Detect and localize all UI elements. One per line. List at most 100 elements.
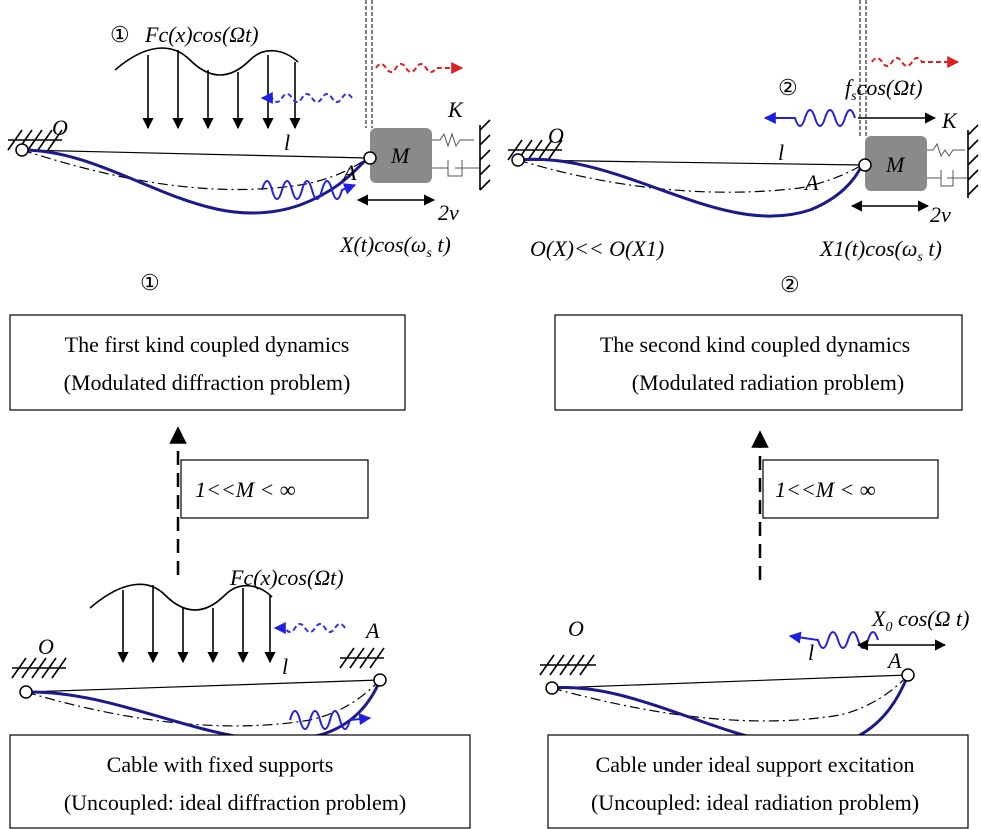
wall <box>7 129 63 151</box>
box <box>554 314 963 411</box>
bottom-left-panel: Fc(x)cos(Ωt) O l A <box>11 565 387 742</box>
order-label: O(X)<< O(X1) <box>530 236 664 261</box>
text: X1(t)cos(ω <box>819 236 917 261</box>
subscript: 0 <box>885 620 892 635</box>
cable <box>21 148 370 215</box>
condition: 1<<M < ∞ <box>195 477 296 502</box>
text: f <box>845 75 854 100</box>
spring-label: K <box>447 97 464 122</box>
box <box>9 734 471 829</box>
caption-marker: ② <box>780 272 800 297</box>
box <box>180 459 369 519</box>
spring-damper <box>432 132 479 177</box>
pin <box>363 151 377 165</box>
load-curve <box>89 583 273 611</box>
pin <box>373 673 387 687</box>
pin <box>511 153 525 167</box>
chord <box>25 679 381 693</box>
condition: 1<<M < ∞ <box>775 477 876 502</box>
mass <box>865 136 927 191</box>
wall <box>11 657 67 679</box>
marker: ① <box>110 22 130 47</box>
end-label: A <box>341 160 357 185</box>
load-label: Fc(x)cos(Ωt) <box>229 565 344 590</box>
pin <box>901 668 915 682</box>
wall <box>339 647 385 669</box>
box-line: Cable with fixed supports <box>107 752 334 777</box>
top-left-panel: ① Fc(x)cos(Ωt) O l A M K 2v X(t)cos(ωs t… <box>7 0 491 295</box>
box-line: (Modulated radiation problem) <box>632 370 904 395</box>
amplitude-label: 2v <box>930 202 951 227</box>
wall <box>479 119 491 191</box>
load-label: Fc(x)cos(Ωt) <box>144 22 259 47</box>
support-label: O <box>568 616 584 641</box>
wall <box>967 124 979 198</box>
scattered-wave <box>289 710 372 730</box>
end-label: A <box>364 618 380 643</box>
box-line: (Uncoupled: ideal radiation problem) <box>591 790 919 815</box>
excitation-label: X0 cos(Ω t) <box>871 606 969 635</box>
amplitude-label: 2v <box>438 200 459 225</box>
far-wave <box>871 56 960 68</box>
subscript: s <box>851 89 857 104</box>
pin <box>858 158 872 172</box>
length-label: l <box>284 130 290 155</box>
box-line: Cable under ideal support excitation <box>596 752 915 777</box>
box <box>547 734 969 829</box>
cable <box>517 157 864 218</box>
radiated-wave <box>763 109 856 127</box>
text: t) <box>923 236 942 261</box>
mass <box>370 128 432 183</box>
static-profile <box>21 149 369 191</box>
length-label: l <box>282 654 288 679</box>
chord <box>551 674 909 689</box>
box <box>762 459 939 519</box>
chord <box>517 159 863 166</box>
text: X(t)cos(ω <box>339 232 426 257</box>
text: X <box>871 606 887 631</box>
pin <box>545 681 559 695</box>
response-label: X1(t)cos(ωs t) <box>819 236 942 265</box>
box-line: The first kind coupled dynamics <box>65 332 350 357</box>
mass-label: M <box>885 152 906 177</box>
load-arrows <box>117 585 276 664</box>
incident-wave <box>273 622 346 634</box>
caption-marker: ① <box>140 270 160 295</box>
length-label: l <box>778 140 784 165</box>
response-label: X(t)cos(ωs t) <box>339 232 451 261</box>
box-line: (Uncoupled: ideal diffraction problem) <box>64 790 406 815</box>
spring-damper <box>927 142 967 187</box>
pin <box>15 143 29 157</box>
text: t) <box>432 232 451 257</box>
static-profile <box>25 679 381 727</box>
static-profile <box>551 674 909 722</box>
text: cos(Ωt) <box>857 75 923 100</box>
load-arrows <box>142 50 301 130</box>
load-curve <box>114 47 299 76</box>
radiated-wave <box>375 62 464 74</box>
pin <box>19 685 33 699</box>
static-profile <box>517 159 863 193</box>
wall <box>539 654 596 676</box>
mass-label: M <box>390 143 411 168</box>
cable <box>25 679 382 742</box>
subscript: s <box>426 246 432 261</box>
box <box>9 314 406 411</box>
chord <box>21 149 369 159</box>
support-label: O <box>38 634 54 659</box>
spring-label: K <box>941 108 958 133</box>
bottom-right-panel: O l A X0 cos(Ω t) <box>539 606 969 748</box>
end-label: A <box>803 170 819 195</box>
support-label: O <box>548 123 564 148</box>
force-label: fscos(Ωt) <box>845 75 923 104</box>
top-right-panel: ② fscos(Ωt) O l A M K 2v O(X)<< O(X1) X1… <box>507 0 979 297</box>
box-line: The second kind coupled dynamics <box>600 332 910 357</box>
incident-wave <box>260 92 353 104</box>
support-label: O <box>52 115 68 140</box>
wall <box>507 139 563 161</box>
text: cos(Ω t) <box>892 606 969 631</box>
box-line: (Modulated diffraction problem) <box>64 370 351 395</box>
end-label: A <box>886 648 902 673</box>
marker: ② <box>778 75 798 100</box>
